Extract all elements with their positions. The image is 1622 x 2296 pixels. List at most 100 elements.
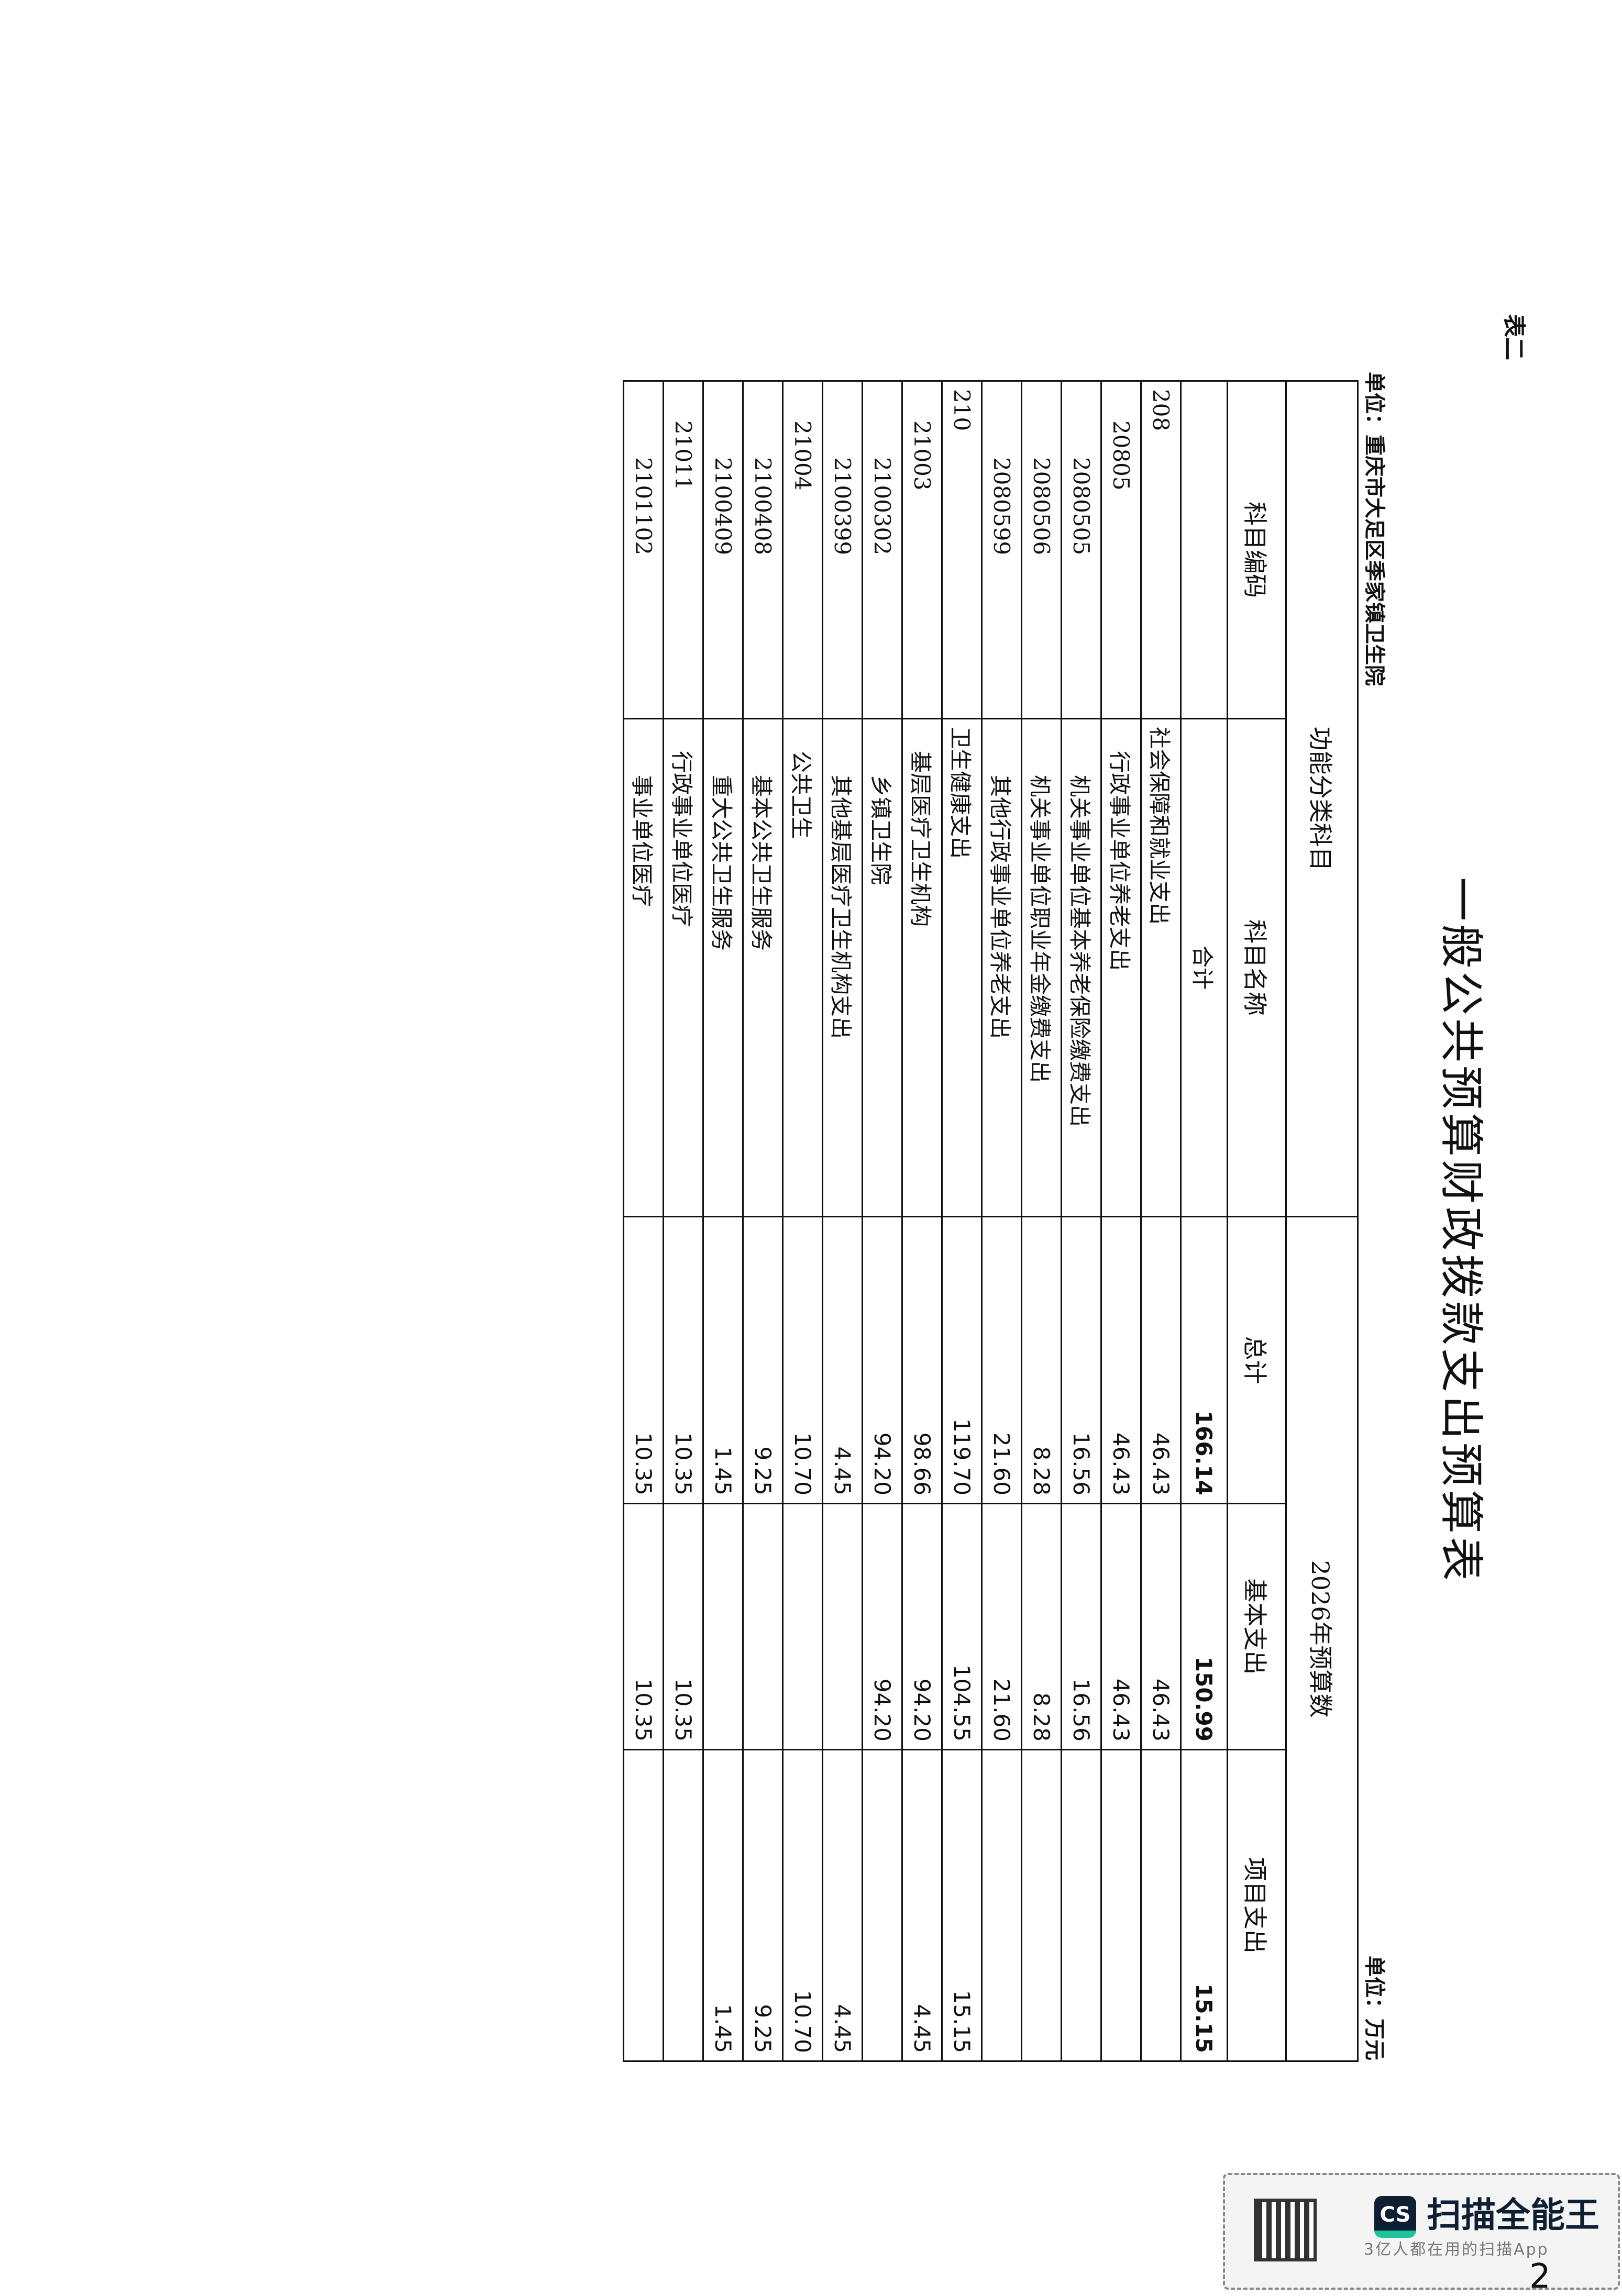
total-total: 166.14 [1180,1216,1228,1504]
cell-basic: 16.56 [1061,1503,1101,1750]
cell-name: 机关事业单位职业年金缴费支出 [1021,718,1062,1217]
cell-total: 16.56 [1061,1216,1101,1504]
cell-total: 8.28 [1021,1216,1062,1504]
cell-basic [782,1503,823,1750]
cell-name: 行政事业单位养老支出 [1101,718,1141,1217]
document-label: 表二 [1500,314,1527,360]
cell-name: 机关事业单位基本养老保险缴费支出 [1061,718,1101,1217]
scanner-watermark: CS 扫描全能王 3亿人都在用的扫描App [1223,2173,1620,2290]
cell-name: 其他基层医疗卫生机构支出 [822,718,863,1217]
column-header-code: 科目编码 [1227,381,1286,719]
table-row: 208 社会保障和就业支出 46.43 46.43 [1141,381,1181,2061]
cell-project [981,1749,1022,2061]
cell-project [623,1749,664,2061]
cell-project: 10.70 [782,1749,823,2061]
cell-project: 4.45 [822,1749,863,2061]
table-row: 20805 行政事业单位养老支出 46.43 46.43 [1101,381,1141,2061]
cell-name: 乡镇卫生院 [862,718,902,1217]
cell-total: 10.35 [623,1216,664,1504]
header-row-2: 科目编码 科目名称 总计 基本支出 项目支出 [1227,381,1286,2061]
year-header: 2026年预算数 [1286,1216,1358,2061]
total-row: 合计 166.14 150.99 15.15 [1180,381,1228,2061]
cell-total: 46.43 [1141,1216,1181,1504]
cell-code: 2080599 [981,381,1022,719]
cell-code: 208 [1141,381,1181,719]
total-project: 15.15 [1180,1749,1228,2061]
cell-basic: 10.35 [623,1503,664,1750]
cell-total: 9.25 [743,1216,783,1504]
cell-code: 21004 [782,381,823,719]
cell-basic [703,1503,743,1750]
column-header-name: 科目名称 [1227,718,1286,1217]
cell-name: 社会保障和就业支出 [1141,718,1181,1217]
cell-basic: 94.20 [862,1503,902,1750]
cell-name: 行政事业单位医疗 [663,718,703,1217]
cell-basic: 94.20 [902,1503,942,1750]
cell-code: 2100302 [862,381,902,719]
table-row: 21003 基层医疗卫生机构 98.66 94.20 4.45 [902,381,942,2061]
cell-name: 公共卫生 [782,718,823,1217]
cell-code: 2080505 [1061,381,1101,719]
cell-project [1101,1749,1141,2061]
qr-code-icon [1254,2199,1317,2261]
page-title: 一般公共预算财政拨款支出预算表 [1436,877,1487,1584]
budget-table: 功能分类科目 2026年预算数 科目编码 科目名称 总计 基本支出 项目支出 合… [623,380,1359,2062]
cell-name: 其他行政事业单位养老支出 [981,718,1022,1217]
unit-organization: 单位：重庆市大足区季家镇卫生院 [1362,372,1387,686]
cell-total: 1.45 [703,1216,743,1504]
cell-basic: 21.60 [981,1503,1022,1750]
cell-project: 15.15 [942,1749,982,2061]
cell-total: 21.60 [981,1216,1022,1504]
cell-code: 21003 [902,381,942,719]
cell-code: 2101102 [623,381,664,719]
cell-basic: 46.43 [1101,1503,1141,1750]
cell-name: 基本公共卫生服务 [743,718,783,1217]
cell-total: 46.43 [1101,1216,1141,1504]
cell-code: 210 [942,381,982,719]
watermark-brand: 扫描全能王 [1427,2195,1599,2235]
total-code-cell [1180,381,1228,719]
cs-logo-icon: CS [1374,2196,1416,2238]
cell-total: 98.66 [902,1216,942,1504]
cell-project: 1.45 [703,1749,743,2061]
cell-code: 21011 [663,381,703,719]
cell-name: 卫生健康支出 [942,718,982,1217]
cell-basic: 10.35 [663,1503,703,1750]
cell-name: 基层医疗卫生机构 [902,718,942,1217]
table-row: 2080599 其他行政事业单位养老支出 21.60 21.60 [981,381,1022,2061]
cell-basic: 104.55 [942,1503,982,1750]
table-row: 2080506 机关事业单位职业年金缴费支出 8.28 8.28 [1021,381,1062,2061]
cell-basic: 8.28 [1021,1503,1062,1750]
cell-project [1021,1749,1062,2061]
watermark-slogan: 3亿人都在用的扫描App [1364,2240,1549,2259]
table-row: 21011 行政事业单位医疗 10.35 10.35 [663,381,703,2061]
cell-basic: 46.43 [1141,1503,1181,1750]
header-row-1: 功能分类科目 2026年预算数 [1286,381,1358,2061]
cell-project [1141,1749,1181,2061]
cell-total: 10.70 [782,1216,823,1504]
table-row: 2100399 其他基层医疗卫生机构支出 4.45 4.45 [822,381,863,2061]
page-number: 2 [1529,2257,1551,2296]
cell-total: 4.45 [822,1216,863,1504]
cell-code: 2100399 [822,381,863,719]
cell-project [1061,1749,1101,2061]
cell-name: 重大公共卫生服务 [703,718,743,1217]
table-row: 2080505 机关事业单位基本养老保险缴费支出 16.56 16.56 [1061,381,1101,2061]
unit-currency: 单位：万元 [1362,1956,1387,2060]
cell-code: 20805 [1101,381,1141,719]
cell-project [862,1749,902,2061]
table-row: 2100302 乡镇卫生院 94.20 94.20 [862,381,902,2061]
total-basic: 150.99 [1180,1503,1228,1750]
cell-code: 2100408 [743,381,783,719]
cell-total: 119.70 [942,1216,982,1504]
cell-total: 94.20 [862,1216,902,1504]
table-row: 21004 公共卫生 10.70 10.70 [782,381,823,2061]
cell-code: 2080506 [1021,381,1062,719]
group-header: 功能分类科目 [1286,381,1358,1217]
cell-project: 4.45 [902,1749,942,2061]
cell-basic [743,1503,783,1750]
total-label: 合计 [1180,718,1228,1217]
table-row: 210 卫生健康支出 119.70 104.55 15.15 [942,381,982,2061]
table-row: 2100409 重大公共卫生服务 1.45 1.45 [703,381,743,2061]
